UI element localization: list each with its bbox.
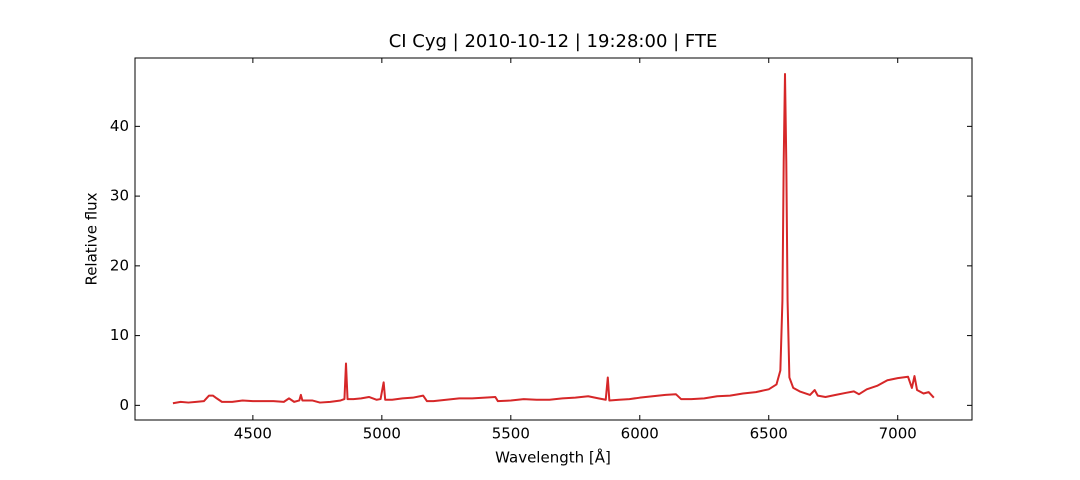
spectrum-line [172,73,935,405]
x-tick-label: 5500 [492,425,530,443]
y-axis-label: Relative flux [83,192,101,285]
plot-frame [134,57,973,421]
y-tick-label: 10 [110,326,129,344]
x-axis-label: Wavelength [Å] [495,448,611,467]
x-tick-label: 7000 [879,425,917,443]
y-tick-label: 20 [110,256,129,274]
chart-title: CI Cyg | 2010-10-12 | 19:28:00 | FTE [389,31,718,52]
y-tick-label: 30 [110,187,129,205]
x-tick-label: 6500 [750,425,788,443]
y-tick-label: 40 [110,117,129,135]
x-tick-label: 6000 [621,425,659,443]
y-tick-label: 0 [119,396,129,414]
x-tick-label: 4500 [234,425,272,443]
x-tick-label: 5000 [363,425,401,443]
